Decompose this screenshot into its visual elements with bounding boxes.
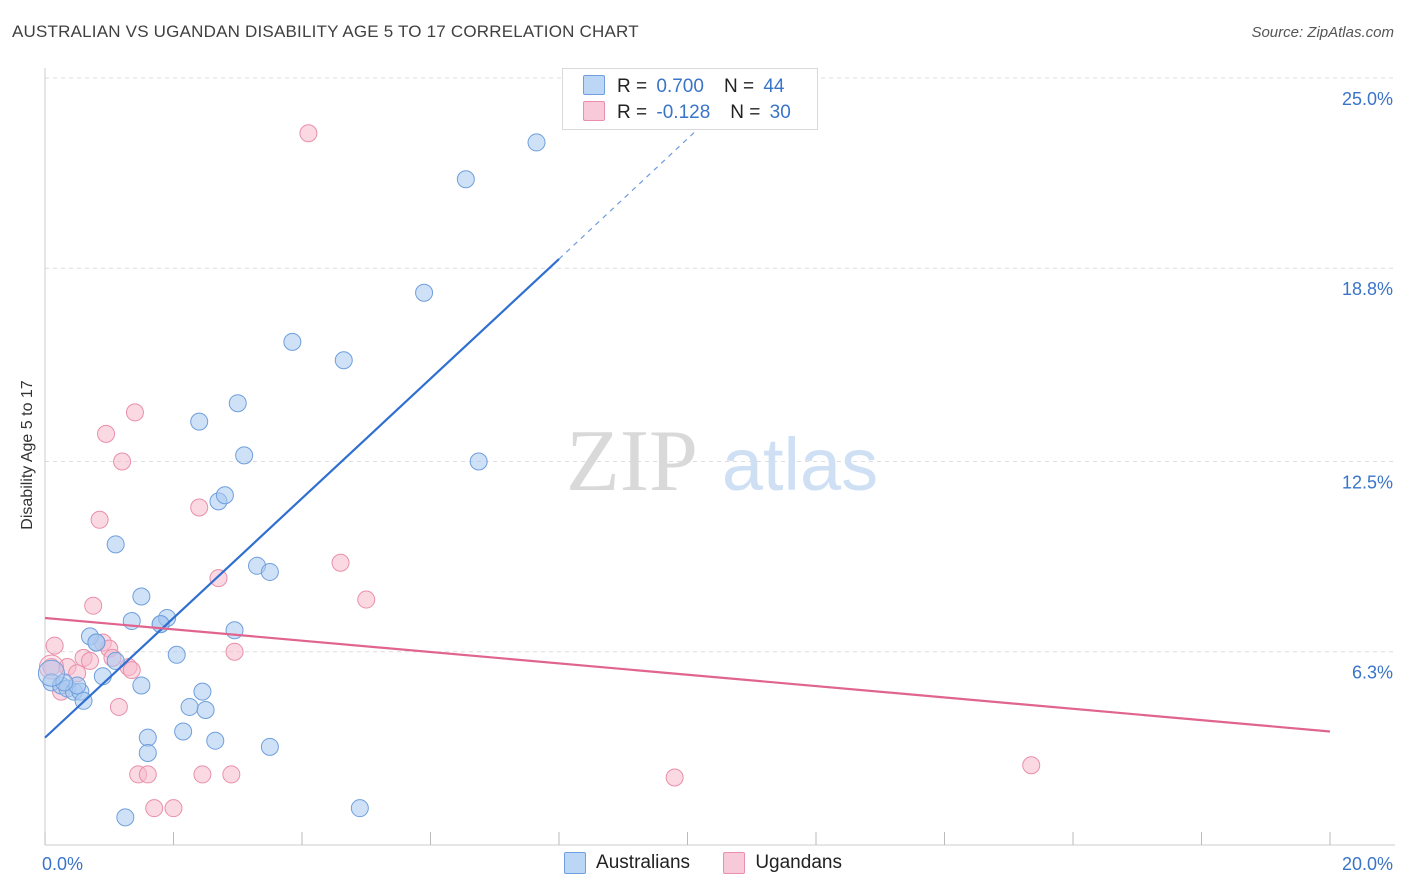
ugandans-point bbox=[125, 403, 144, 422]
ugandans-point bbox=[193, 765, 212, 784]
ugandans-point bbox=[357, 590, 376, 609]
y-tick-label: 12.5% bbox=[1342, 473, 1393, 493]
x-tick-label-left: 0.0% bbox=[42, 854, 83, 874]
y-tick-label: 18.8% bbox=[1342, 279, 1393, 299]
australians-point bbox=[132, 587, 151, 606]
australians-legend-swatch bbox=[564, 852, 587, 874]
australians-point bbox=[456, 170, 475, 189]
australians-points bbox=[37, 133, 546, 827]
australians-point bbox=[106, 651, 125, 670]
n-label: N = bbox=[723, 76, 755, 97]
legend-label-ugandans: Ugandans bbox=[755, 852, 842, 873]
y-tick-label: 6.3% bbox=[1352, 663, 1393, 683]
australians-point bbox=[138, 743, 157, 762]
chart-title: AUSTRALIAN VS UGANDAN DISABILITY AGE 5 T… bbox=[12, 22, 639, 41]
australians-trend-extension bbox=[558, 108, 721, 260]
australians-n-value: 44 bbox=[763, 76, 785, 97]
ugandans-point bbox=[45, 636, 64, 655]
ugandans-point bbox=[209, 569, 228, 588]
ugandans-point bbox=[1022, 756, 1041, 775]
ugandans-point bbox=[109, 697, 128, 716]
australians-point bbox=[260, 562, 279, 581]
ugandans-swatch bbox=[583, 101, 605, 121]
ugandans-point bbox=[145, 799, 164, 818]
ugandans-r-value: -0.128 bbox=[656, 102, 711, 123]
legend: Australians Ugandans bbox=[0, 852, 1406, 880]
ugandans-point bbox=[90, 510, 109, 529]
australians-point bbox=[469, 452, 488, 471]
ugandans-point bbox=[122, 661, 141, 680]
australians-point bbox=[106, 535, 125, 554]
trend-lines bbox=[44, 108, 1331, 739]
legend-item-australians[interactable]: Australians bbox=[564, 852, 690, 874]
australians-point bbox=[215, 486, 234, 505]
australians-point bbox=[87, 633, 106, 652]
n-label: N = bbox=[730, 102, 761, 123]
ugandans-point bbox=[164, 799, 183, 818]
australians-point bbox=[193, 682, 212, 701]
ugandans-trend-line bbox=[44, 616, 1331, 733]
australians-swatch bbox=[583, 75, 605, 95]
ugandans-point bbox=[299, 124, 318, 143]
australians-point bbox=[350, 799, 369, 818]
x-tick-label-right: 20.0% bbox=[1342, 854, 1393, 874]
watermark-zip: ZIP bbox=[566, 413, 698, 510]
australians-point bbox=[334, 351, 353, 370]
australians-point bbox=[283, 332, 302, 351]
ugandans-point bbox=[84, 596, 103, 615]
australians-point bbox=[132, 676, 151, 695]
ugandans-point bbox=[665, 768, 684, 787]
y-tick-label: 25.0% bbox=[1342, 89, 1393, 109]
ugandans-point bbox=[97, 424, 116, 443]
australians-point bbox=[415, 283, 434, 302]
australians-point bbox=[116, 808, 135, 827]
stats-box: R = 0.700 N = 44 R = -0.128 N = 30 bbox=[562, 68, 818, 130]
australians-point bbox=[206, 731, 225, 750]
stats-row-australians: R = 0.700 N = 44 bbox=[583, 75, 784, 101]
australians-point bbox=[167, 645, 186, 664]
tick-labels: 6.3% 12.5% 18.8% 25.0% 0.0% 20.0% bbox=[42, 89, 1393, 874]
ugandans-point bbox=[138, 765, 157, 784]
australians-point bbox=[180, 697, 199, 716]
australians-point bbox=[260, 737, 279, 756]
australians-point bbox=[138, 728, 157, 747]
ugandans-n-value: 30 bbox=[769, 102, 791, 123]
australians-r-value: 0.700 bbox=[656, 76, 704, 97]
r-label: R = bbox=[617, 102, 648, 123]
australians-trend-line bbox=[44, 258, 560, 739]
grid-lines bbox=[45, 77, 1395, 653]
ugandans-point bbox=[222, 765, 241, 784]
australians-point bbox=[190, 412, 209, 431]
ugandans-point bbox=[80, 651, 99, 670]
ugandans-point bbox=[225, 642, 244, 661]
australians-point bbox=[93, 667, 112, 686]
australians-point bbox=[527, 133, 546, 152]
stats-row-ugandans: R = -0.128 N = 30 bbox=[583, 101, 791, 127]
legend-label-australians: Australians bbox=[596, 852, 691, 873]
ugandans-point bbox=[190, 498, 209, 517]
ugandans-point bbox=[113, 452, 132, 471]
ugandans-legend-swatch bbox=[723, 852, 746, 874]
australians-point bbox=[228, 394, 247, 413]
watermark-atlas: atlas bbox=[722, 423, 878, 506]
axes bbox=[44, 68, 1395, 846]
australians-point bbox=[196, 701, 215, 720]
source-credit: Source: ZipAtlas.com bbox=[1251, 24, 1394, 41]
r-label: R = bbox=[617, 76, 648, 97]
legend-item-ugandans[interactable]: Ugandans bbox=[723, 852, 842, 874]
ugandans-point bbox=[331, 553, 350, 572]
australians-point bbox=[174, 722, 193, 741]
australians-point bbox=[37, 659, 65, 687]
australians-point bbox=[235, 446, 254, 465]
